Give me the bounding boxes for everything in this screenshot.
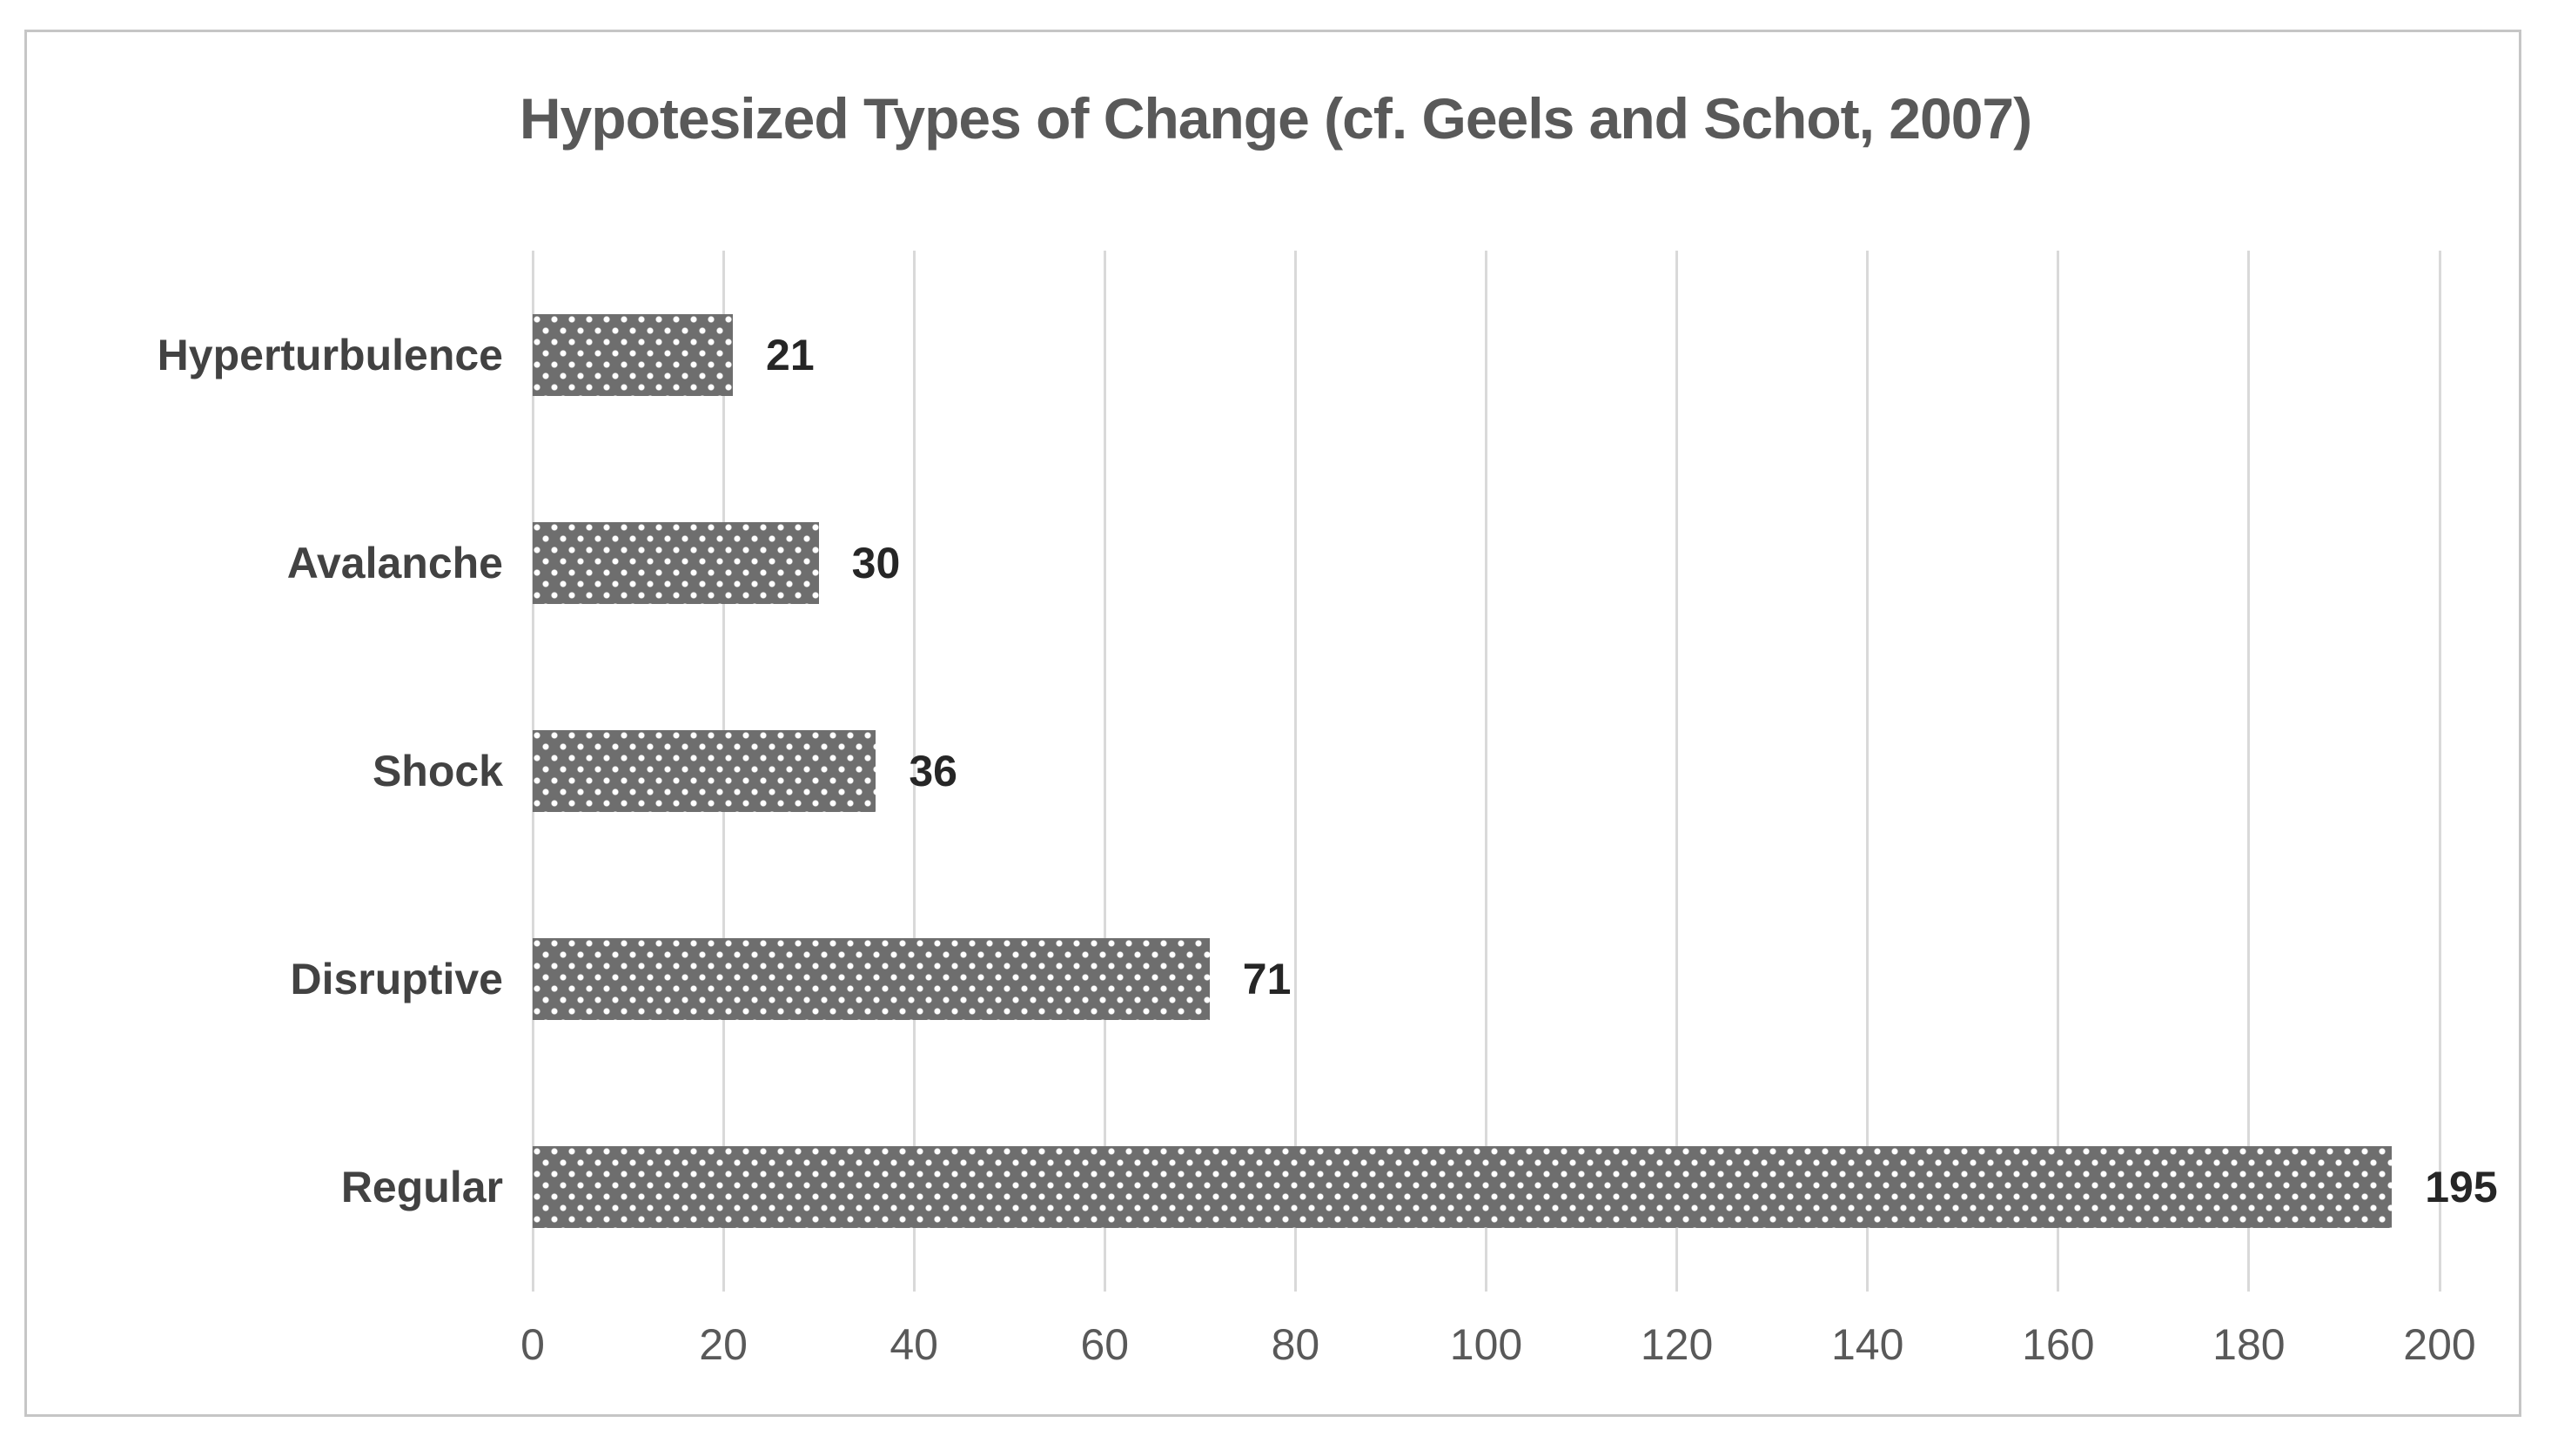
gridline-120 bbox=[1675, 251, 1679, 1292]
chart-title: Hypotesized Types of Change (cf. Geels a… bbox=[519, 86, 2032, 151]
gridline-200 bbox=[2438, 251, 2441, 1292]
x-axis-tick-label-140: 140 bbox=[1830, 1320, 1904, 1369]
x-axis-tick-label-40: 40 bbox=[889, 1320, 938, 1369]
value-label-regular: 195 bbox=[2425, 1163, 2498, 1212]
category-label-hyperturbulence: Hyperturbulence bbox=[157, 330, 503, 379]
bar-shock bbox=[533, 730, 876, 812]
category-label-avalanche: Avalanche bbox=[286, 538, 503, 587]
gridline-140 bbox=[1866, 251, 1870, 1292]
x-axis-tick-label-60: 60 bbox=[1080, 1320, 1130, 1369]
x-axis-tick-label-0: 0 bbox=[520, 1320, 545, 1369]
value-label-hyperturbulence: 21 bbox=[766, 330, 815, 379]
gridline-100 bbox=[1485, 251, 1487, 1292]
gridline-40 bbox=[912, 251, 916, 1292]
category-label-disruptive: Disruptive bbox=[290, 955, 503, 1004]
x-axis-tick-label-100: 100 bbox=[1449, 1320, 1523, 1369]
x-axis-tick-label-80: 80 bbox=[1271, 1320, 1320, 1369]
x-axis-tick-label-160: 160 bbox=[2022, 1320, 2095, 1369]
x-axis-tick-label-200: 200 bbox=[2403, 1320, 2476, 1369]
plot-area bbox=[531, 251, 2441, 1292]
category-label-shock: Shock bbox=[372, 747, 503, 795]
x-axis-tick-label-120: 120 bbox=[1640, 1320, 1714, 1369]
bar-regular bbox=[533, 1146, 2393, 1229]
gridline-80 bbox=[1293, 251, 1297, 1292]
category-label-regular: Regular bbox=[340, 1163, 503, 1212]
gridline-160 bbox=[2057, 251, 2060, 1292]
x-axis-tick-label-180: 180 bbox=[2212, 1320, 2286, 1369]
value-label-disruptive: 71 bbox=[1242, 955, 1292, 1004]
gridline-180 bbox=[2247, 251, 2251, 1292]
value-label-shock: 36 bbox=[909, 747, 957, 795]
bar-hyperturbulence bbox=[533, 313, 734, 396]
bar-disruptive bbox=[533, 938, 1210, 1021]
x-axis-tick-label-20: 20 bbox=[699, 1320, 748, 1369]
bar-avalanche bbox=[533, 521, 819, 604]
value-label-avalanche: 30 bbox=[851, 538, 901, 587]
gridline-60 bbox=[1103, 251, 1106, 1292]
